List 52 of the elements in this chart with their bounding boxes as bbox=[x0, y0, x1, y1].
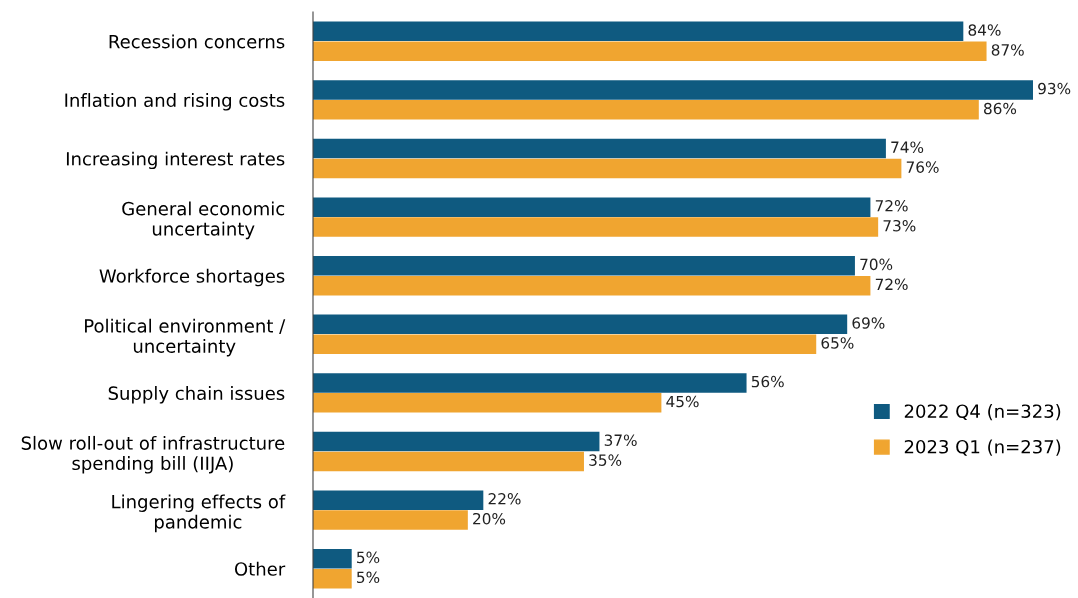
bar bbox=[313, 568, 352, 589]
data-label: 20% bbox=[473, 512, 506, 525]
data-label: 74% bbox=[891, 141, 924, 153]
data-label: 69% bbox=[852, 317, 885, 329]
y-tick-label: Slow roll-out of infrastructure spending bill (IIJA) bbox=[21, 435, 285, 474]
data-label: 5% bbox=[357, 551, 380, 564]
data-label: 45% bbox=[666, 395, 699, 408]
data-label: 56% bbox=[751, 375, 784, 388]
y-tick-label: Lingering effects of pandemic bbox=[112, 494, 286, 533]
bar bbox=[313, 255, 855, 276]
data-label: 70% bbox=[860, 258, 893, 271]
data-label: 72% bbox=[875, 278, 908, 291]
bar bbox=[313, 314, 848, 335]
data-label: 37% bbox=[604, 434, 637, 446]
y-tick-label: Recession concerns bbox=[109, 34, 285, 49]
legend-label: 2023 Q1 (n=237) bbox=[904, 439, 1061, 456]
y-tick-label: Political environment / uncertainty bbox=[85, 318, 286, 357]
data-label: 35% bbox=[589, 454, 622, 466]
data-label: 84% bbox=[968, 24, 1001, 36]
bar bbox=[313, 138, 886, 159]
bar bbox=[313, 431, 600, 452]
bar bbox=[313, 510, 468, 530]
data-label: 22% bbox=[488, 493, 521, 505]
legend-label: 2022 Q4 (n=323) bbox=[904, 404, 1061, 421]
y-tick-label: Workforce shortages bbox=[99, 268, 285, 287]
bar bbox=[313, 490, 484, 510]
data-label: 93% bbox=[1038, 82, 1071, 95]
data-label: 86% bbox=[984, 102, 1017, 115]
bar bbox=[313, 197, 871, 217]
bar bbox=[313, 393, 662, 413]
data-label: 72% bbox=[875, 200, 908, 212]
data-label: 73% bbox=[883, 219, 916, 232]
data-label: 65% bbox=[821, 337, 854, 349]
data-label: 76% bbox=[906, 161, 939, 173]
data-label: 5% bbox=[357, 571, 380, 584]
bar bbox=[313, 158, 902, 179]
y-tick-label: Increasing interest rates bbox=[66, 151, 285, 170]
data-label: 87% bbox=[991, 44, 1024, 56]
bar bbox=[313, 41, 987, 62]
bar bbox=[313, 100, 979, 120]
y-tick-label: General economic uncertainty bbox=[122, 201, 285, 240]
bar bbox=[313, 548, 352, 569]
y-tick-label: Supply chain issues bbox=[108, 386, 285, 404]
bar bbox=[313, 21, 964, 42]
bar bbox=[313, 275, 871, 296]
y-tick-label: Inflation and rising costs bbox=[65, 93, 285, 111]
bar bbox=[313, 451, 584, 472]
bar bbox=[313, 80, 1033, 100]
bar bbox=[313, 334, 817, 355]
bar bbox=[313, 217, 879, 237]
bar bbox=[313, 373, 747, 393]
y-tick-label: Other bbox=[234, 561, 286, 576]
